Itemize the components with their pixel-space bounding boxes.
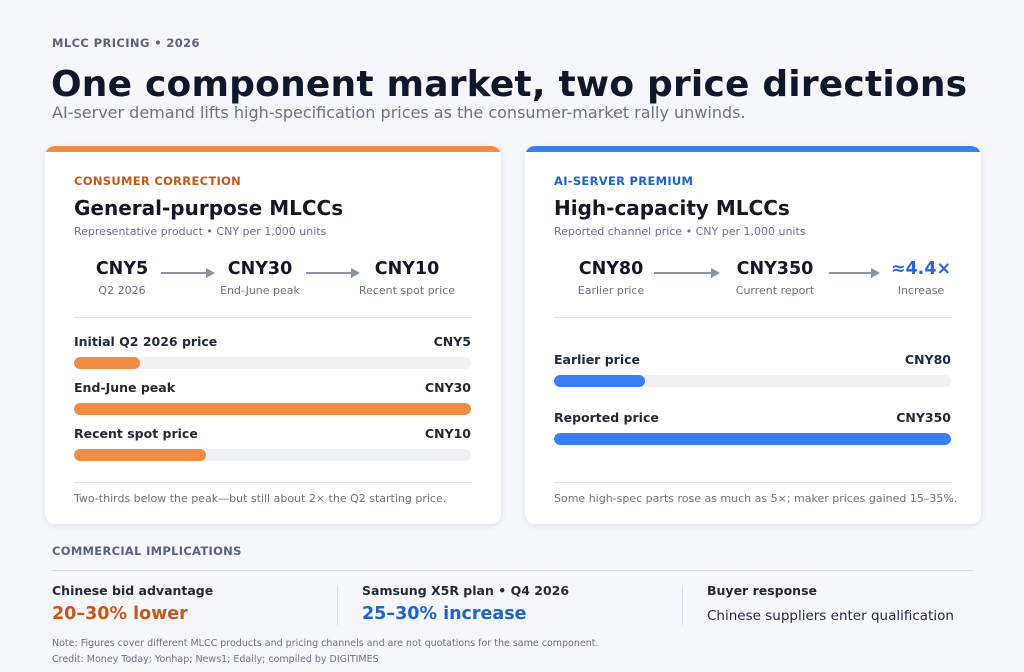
bar-label: Earlier price	[554, 352, 640, 367]
consumer-flow-value-1: CNY5	[95, 259, 149, 279]
column-separator	[682, 585, 683, 625]
price-bar-fill	[74, 403, 471, 415]
price-bar-fill	[554, 375, 645, 387]
server-meta: Reported channel price • CNY per 1,000 u…	[554, 225, 806, 238]
divider	[52, 570, 973, 571]
server-flow-value-2: CNY350	[736, 259, 814, 279]
divider	[74, 482, 472, 483]
consumer-flow-value-3: CNY10	[374, 259, 440, 279]
server-footnote: Some high-spec parts rose as much as 5×;…	[554, 492, 958, 505]
server-title: High-capacity MLCCs	[554, 196, 790, 220]
implication-label-2: Samsung X5R plan • Q4 2026	[362, 583, 570, 598]
implication-value-1: 20–30% lower	[52, 604, 188, 624]
divider	[74, 317, 472, 318]
credit-text: Credit: Money Today; Yonhap; News1; Edai…	[52, 654, 379, 665]
implication-label-1: Chinese bid advantage	[52, 583, 214, 598]
divider	[554, 482, 952, 483]
price-bar-track	[554, 433, 951, 445]
price-bar-fill	[554, 433, 951, 445]
arrow-right-icon	[161, 267, 216, 279]
implication-label-3: Buyer response	[707, 583, 818, 598]
consumer-card: CONSUMER CORRECTION General-purpose MLCC…	[45, 146, 501, 524]
bar-value: CNY30	[424, 380, 471, 395]
server-accent-bar	[525, 146, 981, 152]
implication-value-2: 25–30% increase	[362, 604, 527, 624]
price-bar-track	[74, 357, 471, 369]
arrow-right-icon	[829, 267, 881, 279]
server-flow-label-1: Earlier price	[577, 284, 645, 297]
divider	[554, 317, 952, 318]
price-bar-fill	[74, 449, 207, 461]
price-bar-track	[554, 375, 951, 387]
bar-value: CNY80	[904, 352, 951, 367]
consumer-accent-bar	[45, 146, 501, 152]
price-bar-track	[74, 403, 471, 415]
page-subtitle: AI-server demand lifts high-specificatio…	[52, 103, 746, 122]
implications-heading: COMMERCIAL IMPLICATIONS	[52, 544, 242, 558]
consumer-title: General-purpose MLCCs	[74, 196, 344, 220]
column-separator	[337, 585, 338, 625]
note-text: Note: Figures cover different MLCC produ…	[52, 638, 599, 649]
arrow-right-icon	[654, 267, 721, 279]
eyebrow: MLCC PRICING • 2026	[52, 36, 200, 50]
page-title: One component market, two price directio…	[51, 64, 968, 105]
bar-label: Initial Q2 2026 price	[74, 334, 218, 349]
arrow-right-icon	[306, 267, 361, 279]
server-tag: AI-SERVER PREMIUM	[554, 174, 694, 188]
price-bar-fill	[74, 357, 141, 369]
bar-value: CNY5	[433, 334, 471, 349]
server-flow-value-1: CNY80	[578, 259, 644, 279]
consumer-footnote: Two-thirds below the peak—but still abou…	[74, 492, 447, 505]
consumer-flow-label-3: Recent spot price	[358, 284, 456, 297]
bar-value: CNY10	[424, 426, 471, 441]
server-flow-label-3: Increase	[897, 284, 945, 297]
server-flow-value-3: ≈4.4×	[890, 259, 952, 279]
price-bar-track	[74, 449, 471, 461]
consumer-flow-value-2: CNY30	[227, 259, 293, 279]
consumer-meta: Representative product • CNY per 1,000 u…	[74, 225, 327, 238]
consumer-tag: CONSUMER CORRECTION	[74, 174, 242, 188]
server-flow-label-2: Current report	[735, 284, 815, 297]
implication-value-3: Chinese suppliers enter qualification	[707, 608, 954, 624]
consumer-flow-label-2: End-June peak	[220, 284, 300, 297]
bar-label: Recent spot price	[74, 426, 198, 441]
bar-value: CNY350	[896, 410, 951, 425]
consumer-flow-label-1: Q2 2026	[98, 284, 146, 297]
bar-label: End-June peak	[74, 380, 176, 395]
server-card: AI-SERVER PREMIUM High-capacity MLCCs Re…	[525, 146, 981, 524]
bar-label: Reported price	[554, 410, 659, 425]
